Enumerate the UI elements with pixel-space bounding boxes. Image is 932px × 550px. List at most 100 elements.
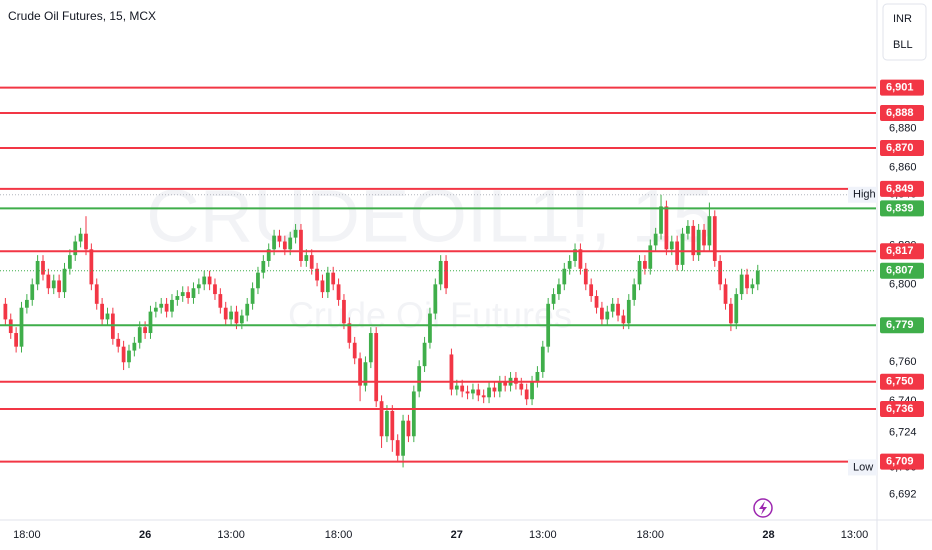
candle-body bbox=[643, 260, 647, 269]
currency-button[interactable]: INR bbox=[893, 13, 912, 25]
candle-body bbox=[422, 342, 427, 367]
x-tick-label: 18:00 bbox=[637, 529, 665, 541]
candle-body bbox=[67, 255, 72, 269]
candle-body bbox=[282, 241, 287, 250]
candle-body bbox=[680, 233, 685, 265]
candle-body bbox=[218, 294, 223, 308]
candle-body bbox=[626, 299, 631, 324]
candle-body bbox=[121, 346, 126, 363]
candle-body bbox=[729, 303, 733, 324]
high-tag bbox=[848, 186, 877, 203]
y-tick-label: 6,760 bbox=[889, 356, 917, 368]
candle-body bbox=[621, 315, 626, 324]
x-tick-label: 26 bbox=[139, 529, 151, 541]
candle-body bbox=[229, 311, 233, 320]
candle-body bbox=[610, 303, 615, 312]
x-tick-label: 13:00 bbox=[841, 529, 869, 541]
candle-body bbox=[272, 235, 276, 250]
level-tag bbox=[880, 373, 924, 390]
candle-body bbox=[84, 233, 88, 250]
candle-body bbox=[100, 303, 104, 320]
candle-body bbox=[379, 401, 384, 437]
candle-body bbox=[438, 260, 443, 285]
candle-body bbox=[299, 229, 303, 261]
level-tag bbox=[880, 200, 924, 217]
chart-title: Crude Oil Futures, 15, MCX bbox=[8, 9, 156, 23]
candle-body bbox=[143, 327, 147, 334]
candle-body bbox=[57, 280, 61, 293]
level-tag bbox=[880, 453, 924, 470]
candle-body bbox=[46, 274, 51, 289]
y-tick-label: 6,724 bbox=[889, 426, 917, 438]
candle-body bbox=[41, 260, 45, 275]
candle-body bbox=[116, 338, 121, 347]
candle-body bbox=[519, 383, 524, 390]
x-tick-label: 28 bbox=[762, 529, 774, 541]
low-tag bbox=[848, 459, 877, 476]
candle-body bbox=[62, 268, 67, 293]
candle-body bbox=[551, 294, 556, 304]
unit-box bbox=[882, 3, 927, 61]
candle-body bbox=[320, 280, 325, 293]
candle-body bbox=[19, 307, 24, 347]
level-tag bbox=[880, 180, 924, 197]
candle-body bbox=[669, 241, 674, 250]
candle-body bbox=[567, 260, 572, 269]
level-tag-label: 6,817 bbox=[886, 245, 914, 257]
level-tag bbox=[880, 140, 924, 157]
candle-body bbox=[352, 342, 357, 359]
candle-body bbox=[492, 387, 497, 392]
candle-body bbox=[637, 260, 642, 285]
candle-body bbox=[73, 241, 78, 256]
candle-body bbox=[739, 274, 744, 295]
candle-body bbox=[675, 241, 680, 265]
candle-body bbox=[535, 371, 540, 382]
level-tag-label: 6,736 bbox=[886, 403, 914, 415]
candle-body bbox=[481, 395, 486, 398]
candle-body bbox=[691, 225, 696, 256]
candle-body bbox=[428, 313, 432, 343]
candle-body bbox=[583, 268, 588, 285]
alert-icon[interactable] bbox=[753, 498, 773, 518]
high-tag-label: High bbox=[853, 189, 876, 201]
candle-body bbox=[487, 387, 491, 398]
candle-body bbox=[347, 323, 352, 343]
candle-body bbox=[653, 233, 658, 246]
level-tag-label: 6,807 bbox=[886, 265, 914, 277]
candle-body bbox=[170, 299, 174, 312]
y-tick-label: 6,860 bbox=[889, 161, 917, 173]
candle-body bbox=[234, 311, 239, 324]
x-tick-label: 13:00 bbox=[217, 529, 245, 541]
candle-body bbox=[191, 288, 196, 298]
candle-body bbox=[35, 260, 40, 285]
candle-body bbox=[78, 233, 83, 242]
candle-body bbox=[530, 381, 534, 400]
candle-body bbox=[444, 260, 448, 289]
candle-body bbox=[755, 270, 760, 285]
level-tag bbox=[880, 104, 924, 121]
candle-body bbox=[24, 299, 29, 308]
level-tag-label: 6,750 bbox=[886, 376, 914, 388]
candle-body bbox=[127, 350, 131, 363]
candle-body bbox=[239, 315, 244, 324]
candle-body bbox=[180, 292, 185, 297]
candle-body bbox=[30, 284, 35, 300]
candle-body bbox=[164, 303, 169, 312]
candle-body bbox=[325, 272, 330, 293]
x-tick-label: 27 bbox=[451, 529, 463, 541]
candle-body bbox=[573, 249, 577, 261]
candle-body bbox=[105, 313, 110, 320]
low-tag-label: Low bbox=[853, 461, 873, 473]
candle-body bbox=[659, 206, 663, 234]
y-tick-label: 6,800 bbox=[889, 278, 917, 290]
candle-body bbox=[395, 440, 400, 456]
candle-body bbox=[186, 292, 190, 298]
candle-body bbox=[632, 284, 637, 300]
candle-body bbox=[686, 225, 690, 234]
unit-button[interactable]: BLL bbox=[893, 39, 913, 51]
candle-body bbox=[460, 385, 465, 392]
candle-body bbox=[315, 268, 319, 281]
x-tick-label: 18:00 bbox=[325, 529, 353, 541]
candle-body bbox=[202, 276, 207, 285]
level-tag-label: 6,709 bbox=[886, 455, 914, 467]
